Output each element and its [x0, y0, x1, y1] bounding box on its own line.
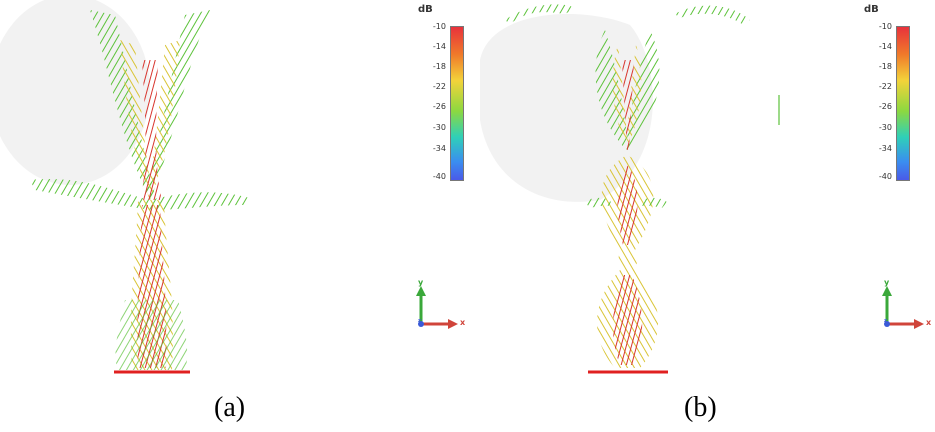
axes-triad-b: y x z: [880, 278, 935, 335]
axes-triad-graphic: [416, 286, 458, 329]
colorbar-tick: -22: [878, 82, 892, 91]
panel-b: [470, 0, 880, 432]
colorbar-tick: -26: [878, 102, 892, 111]
wing-left: [585, 197, 612, 208]
axis-label-y: y: [884, 278, 890, 287]
wing-right: [150, 192, 250, 210]
colorbar-tick: -34: [432, 144, 446, 153]
wing-left: [30, 179, 150, 210]
caption-b: (b): [684, 392, 717, 423]
colorbar-tick: -40: [878, 172, 892, 181]
neck: [618, 250, 638, 268]
axis-label-z: z: [884, 318, 887, 324]
colorbar-a: dB -10 -14 -18 -22 -26 -30 -34 -40: [418, 4, 474, 181]
top-arc-left: [505, 4, 575, 24]
colorbar-b: dB -10 -14 -18 -22 -26 -30 -34 -40: [864, 4, 920, 181]
field-plot-b: [480, 4, 780, 374]
colorbar-gradient: [896, 26, 910, 181]
arm-left-inner: [120, 40, 152, 200]
colorbar-tick: -26: [432, 102, 446, 111]
colorbar-tick: -22: [432, 82, 446, 91]
colorbar-tick: -40: [432, 172, 446, 181]
colorbar-tick: -18: [878, 62, 892, 71]
colorbar-tick: -34: [878, 144, 892, 153]
colorbar-tick: -10: [432, 22, 446, 31]
top-arc-right: [675, 5, 750, 24]
colorbar-unit: dB: [418, 4, 433, 15]
colorbar-tick: -30: [878, 123, 892, 132]
petal-core: [622, 60, 634, 150]
lower-bulb-core: [612, 275, 643, 365]
stem-base: [115, 300, 188, 370]
axis-label-z: z: [418, 318, 421, 324]
colorbar-tick: -10: [878, 22, 892, 31]
colorbar-tick: -14: [878, 42, 892, 51]
colorbar-tick: -30: [432, 123, 446, 132]
colorbar-gradient: [450, 26, 464, 181]
wing-right: [640, 197, 667, 208]
colorbar-tick: -14: [432, 42, 446, 51]
axis-label-x: x: [460, 318, 466, 327]
axes-triad-graphic: [882, 286, 924, 329]
center-core: [140, 60, 162, 200]
colorbar-unit: dB: [864, 4, 879, 15]
axes-triad-a: y x z: [414, 278, 474, 335]
field-plot-a: [0, 0, 250, 374]
middle-bulb-core: [617, 165, 638, 245]
petal-left-inner: [612, 45, 627, 145]
caption-a: (a): [214, 392, 246, 423]
axis-label-y: y: [418, 278, 424, 287]
axis-label-x: x: [926, 318, 932, 327]
stray-vectors: [778, 95, 780, 125]
colorbar-tick: -18: [432, 62, 446, 71]
panel-a: [0, 0, 420, 432]
